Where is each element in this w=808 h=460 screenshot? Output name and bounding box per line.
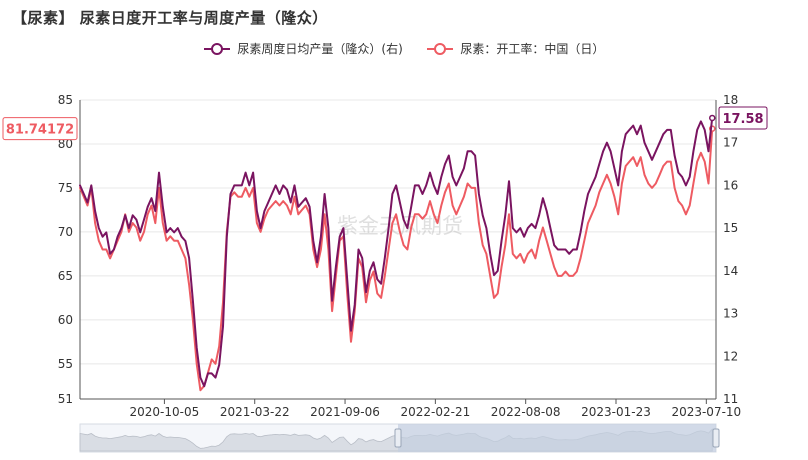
zoom-handle-left[interactable] bbox=[394, 428, 402, 448]
legend-item-weekly-output[interactable]: 尿素周度日均产量（隆众）(右) bbox=[203, 40, 403, 57]
zoom-selected-window bbox=[398, 424, 716, 452]
x-tick-label: 2023-01-23 bbox=[581, 405, 651, 419]
y-left-tick-label: 65 bbox=[58, 269, 73, 283]
legend-swatch-daily bbox=[426, 43, 453, 55]
series-group bbox=[79, 114, 716, 392]
y-left-tick-label: 85 bbox=[58, 93, 73, 107]
page-title: 【尿素】 尿素日度开工率与周度产量（隆众） bbox=[12, 9, 328, 27]
y-left-tick-label: 51 bbox=[58, 392, 73, 406]
legend-label-daily: 尿素：开工率：中国（日） bbox=[460, 42, 605, 56]
y-right-tick-label: 13 bbox=[723, 307, 738, 321]
y-right-tick-label: 11 bbox=[723, 392, 738, 406]
last-value-label-left: 81.74172 bbox=[6, 123, 74, 138]
x-tick-label: 2020-10-05 bbox=[130, 405, 200, 419]
gridlines bbox=[80, 99, 716, 400]
zoom-handle-right[interactable] bbox=[712, 428, 720, 448]
y-right-tick-label: 16 bbox=[723, 178, 738, 192]
x-tick-label: 2022-08-08 bbox=[491, 405, 561, 419]
y-right-tick-label: 17 bbox=[723, 136, 738, 150]
x-tick-label: 2023-07-10 bbox=[671, 405, 741, 419]
last-value-box-right bbox=[718, 106, 768, 130]
x-tick-label: 2022-02-21 bbox=[400, 405, 470, 419]
last-value-labels: 81.74172 17.58 bbox=[2, 106, 768, 141]
legend-swatch-weekly bbox=[203, 43, 230, 55]
y-left-tick-label: 70 bbox=[58, 225, 73, 239]
y-right-tick-label: 18 bbox=[723, 93, 738, 107]
x-tick-label: 2021-09-06 bbox=[310, 405, 380, 419]
series-line-weekly-output bbox=[79, 116, 714, 388]
y-left-tick-label: 75 bbox=[58, 181, 73, 195]
series-end-point-weekly bbox=[708, 114, 716, 122]
last-value-label-right: 17.58 bbox=[722, 112, 763, 127]
y-left-tick-label: 55 bbox=[58, 357, 73, 371]
last-value-box-left bbox=[2, 117, 78, 141]
series-line-daily-rate bbox=[79, 127, 714, 392]
zoom-slider[interactable] bbox=[79, 423, 720, 453]
y-right-tick-label: 14 bbox=[723, 264, 738, 278]
y-left-tick-label: 60 bbox=[58, 313, 73, 327]
axes: 85 80 75 70 65 60 55 51 18 17 16 15 14 13 12 11 2020-10-… bbox=[58, 93, 741, 419]
y-right-tick-label: 15 bbox=[723, 221, 738, 235]
y-right-tick-label: 12 bbox=[723, 349, 738, 363]
legend-item-daily-rate[interactable]: 尿素：开工率：中国（日） bbox=[426, 40, 605, 57]
legend-label-weekly: 尿素周度日均产量（隆众）(右) bbox=[237, 42, 403, 56]
legend: 尿素周度日均产量（隆众）(右) 尿素：开工率：中国（日） bbox=[0, 40, 808, 57]
y-left-tick-label: 80 bbox=[58, 137, 73, 151]
x-tick-label: 2021-03-22 bbox=[220, 405, 290, 419]
